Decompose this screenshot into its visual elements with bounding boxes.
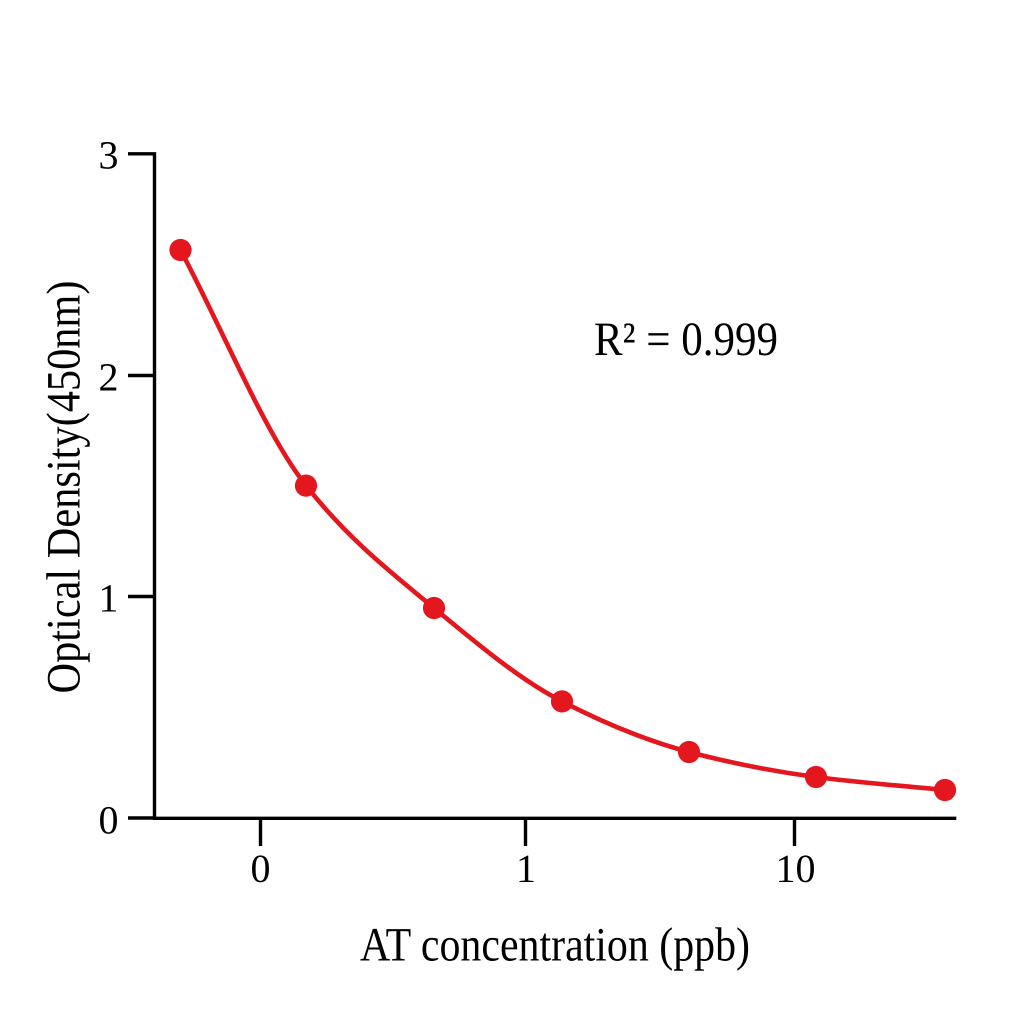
svg-text:AT concentration (ppb): AT concentration (ppb) (360, 919, 750, 972)
svg-text:0: 0 (251, 846, 271, 891)
svg-text:1: 1 (516, 846, 536, 891)
svg-text:1: 1 (99, 575, 119, 620)
svg-text:R² = 0.999: R² = 0.999 (594, 313, 778, 366)
svg-text:Optical Density(450nm): Optical Density(450nm) (38, 281, 91, 694)
svg-text:3: 3 (99, 133, 119, 178)
svg-text:2: 2 (99, 354, 119, 399)
svg-text:10: 10 (776, 846, 816, 891)
svg-text:0: 0 (99, 797, 119, 842)
